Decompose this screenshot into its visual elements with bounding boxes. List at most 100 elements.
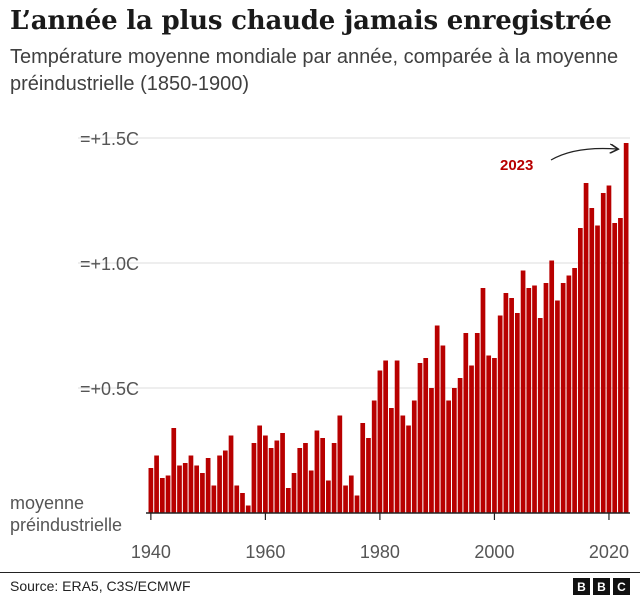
bar-1978 bbox=[366, 438, 371, 513]
bar-1986 bbox=[411, 400, 417, 513]
bar-1991 bbox=[440, 345, 446, 513]
bar-2014 bbox=[572, 268, 577, 513]
chart-subtitle: Température moyenne mondiale par année, … bbox=[10, 46, 619, 95]
bar-1963 bbox=[280, 433, 285, 513]
bbc-logo-letter-1: B bbox=[573, 578, 590, 595]
bar-1974 bbox=[343, 485, 348, 513]
bar-2023 bbox=[623, 143, 629, 513]
bar-1961 bbox=[268, 448, 274, 513]
x-tick-label: 1940 bbox=[131, 542, 171, 562]
annotation-arrow bbox=[550, 148, 617, 161]
annotation-2023-label: 2023 bbox=[500, 157, 533, 174]
bar-1969 bbox=[314, 430, 320, 513]
baseline-label: moyenne bbox=[10, 493, 84, 513]
bar-1989 bbox=[429, 388, 434, 513]
bar-2007 bbox=[532, 285, 537, 513]
bar-2013 bbox=[566, 275, 572, 513]
bar-1950 bbox=[205, 458, 211, 513]
bar-chart: =+1.5C =+1.0C =+0.5C moyennepréindustrielle… bbox=[10, 129, 630, 562]
bar-1942 bbox=[159, 478, 165, 513]
bar-2008 bbox=[537, 318, 543, 513]
bar-1971 bbox=[326, 480, 331, 513]
bar-1992 bbox=[446, 400, 451, 513]
bar-1987 bbox=[417, 363, 423, 513]
bar-2009 bbox=[543, 283, 549, 513]
footer-divider bbox=[0, 572, 640, 573]
bar-2021 bbox=[612, 223, 618, 513]
bar-1946 bbox=[182, 463, 188, 513]
bar-1945 bbox=[177, 465, 182, 513]
bar-1993 bbox=[452, 388, 457, 513]
bar-1976 bbox=[354, 495, 360, 513]
bar-1958 bbox=[251, 443, 257, 513]
bar-1947 bbox=[188, 455, 194, 513]
bar-1952 bbox=[217, 455, 222, 513]
bar-1954 bbox=[228, 435, 234, 513]
bar-2020 bbox=[606, 185, 612, 513]
chart-title: L’année la plus chaude jamais enregistré… bbox=[10, 6, 612, 36]
bar-1962 bbox=[274, 440, 280, 513]
bar-1997 bbox=[474, 333, 480, 513]
y-tick-label: =+1.0C bbox=[80, 254, 139, 274]
x-tick-label: 1960 bbox=[245, 542, 285, 562]
bbc-logo-letter-3: C bbox=[613, 578, 630, 595]
x-tick-label: 1980 bbox=[360, 542, 400, 562]
bar-1944 bbox=[171, 428, 177, 513]
bar-1980 bbox=[377, 370, 383, 513]
x-tick-label: 2000 bbox=[474, 542, 514, 562]
bar-2016 bbox=[583, 183, 589, 513]
bar-2010 bbox=[549, 260, 555, 513]
bar-1970 bbox=[320, 438, 325, 513]
bar-1985 bbox=[406, 425, 411, 513]
bar-1973 bbox=[337, 415, 343, 513]
bar-2002 bbox=[503, 293, 509, 513]
bar-1948 bbox=[194, 465, 200, 513]
bar-1967 bbox=[303, 443, 308, 513]
bar-1995 bbox=[463, 333, 469, 513]
bar-1981 bbox=[383, 360, 388, 513]
source-note: Source: ERA5, C3S/ECMWF bbox=[10, 578, 191, 594]
y-tick-label: =+1.5C bbox=[80, 129, 139, 149]
bar-1941 bbox=[154, 455, 159, 513]
bar-1977 bbox=[360, 423, 366, 513]
bar-1949 bbox=[200, 473, 205, 513]
bar-2011 bbox=[555, 300, 560, 513]
bar-2015 bbox=[577, 228, 583, 513]
bar-2018 bbox=[595, 225, 600, 513]
bar-2003 bbox=[509, 298, 514, 513]
bar-1940 bbox=[148, 468, 154, 513]
bar-2001 bbox=[497, 315, 503, 513]
bar-1975 bbox=[348, 475, 354, 513]
bar-2019 bbox=[600, 193, 606, 513]
bar-1951 bbox=[211, 485, 217, 513]
bar-2006 bbox=[526, 288, 532, 513]
bar-1955 bbox=[234, 485, 240, 513]
bar-1972 bbox=[331, 443, 337, 513]
bar-2022 bbox=[618, 218, 623, 513]
bar-1953 bbox=[222, 450, 228, 513]
bbc-logo-letter-2: B bbox=[593, 578, 610, 595]
bar-1979 bbox=[371, 400, 377, 513]
bar-2017 bbox=[589, 208, 595, 513]
bar-1964 bbox=[285, 488, 291, 513]
bar-1960 bbox=[263, 435, 268, 513]
bar-1984 bbox=[400, 415, 406, 513]
bar-1943 bbox=[165, 475, 171, 513]
bar-1965 bbox=[291, 473, 297, 513]
bar-1996 bbox=[469, 365, 474, 513]
bar-2012 bbox=[560, 283, 566, 513]
bar-1983 bbox=[394, 360, 400, 513]
bar-1959 bbox=[257, 425, 263, 513]
bar-1990 bbox=[434, 325, 440, 513]
bar-1966 bbox=[297, 448, 303, 513]
bar-1999 bbox=[486, 355, 492, 513]
bar-2000 bbox=[492, 358, 497, 513]
bar-1956 bbox=[240, 493, 245, 513]
y-tick-label: =+0.5C bbox=[80, 379, 139, 399]
bar-1988 bbox=[423, 358, 429, 513]
baseline-label: préindustrielle bbox=[10, 515, 122, 535]
bar-1998 bbox=[480, 288, 486, 513]
x-tick-label: 2020 bbox=[589, 542, 629, 562]
bar-1982 bbox=[389, 408, 394, 513]
bar-2004 bbox=[514, 313, 520, 513]
